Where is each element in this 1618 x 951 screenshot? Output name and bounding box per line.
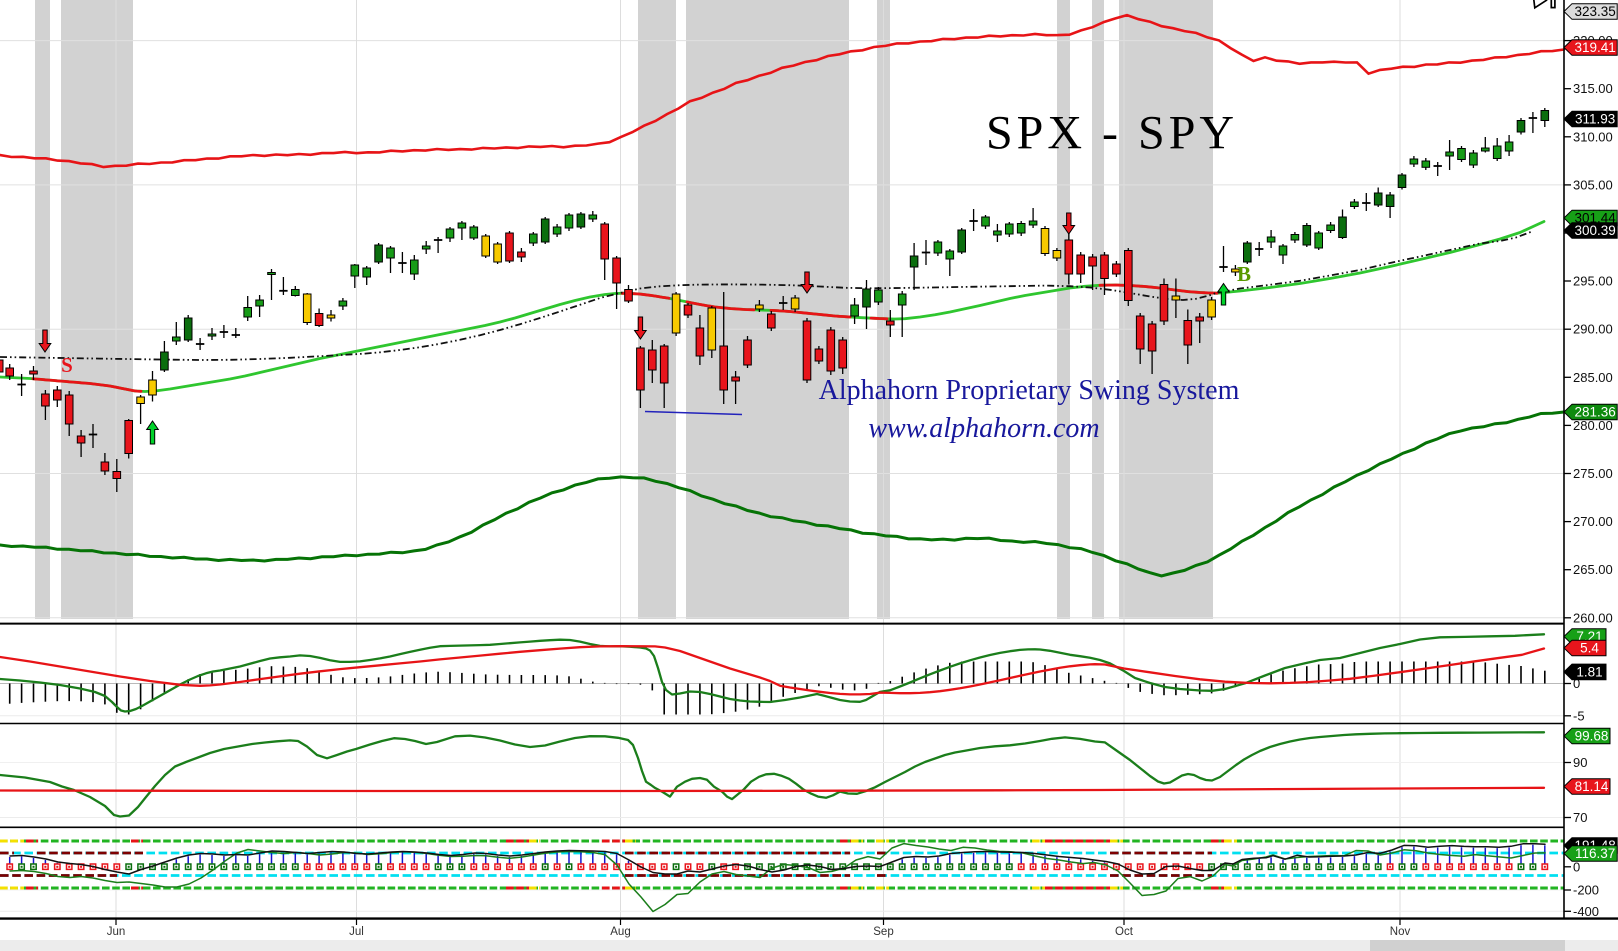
svg-text:301.44: 301.44 [1574,211,1616,226]
svg-text:S: S [61,353,73,377]
svg-text:-400: -400 [1573,904,1599,919]
svg-text:0: 0 [1573,676,1580,691]
svg-text:323.35: 323.35 [1574,4,1615,19]
svg-text:SPX - SPY: SPX - SPY [986,107,1238,160]
svg-text:Sep: Sep [873,926,893,938]
svg-text:1.81: 1.81 [1576,665,1602,680]
svg-text:5.4: 5.4 [1580,641,1599,656]
svg-text:-200: -200 [1573,883,1599,898]
svg-text:Alphahorn Proprietary Swing Sy: Alphahorn Proprietary Swing System [819,375,1240,406]
svg-text:90: 90 [1573,755,1587,770]
svg-text:265.00: 265.00 [1573,562,1613,577]
svg-text:70: 70 [1573,810,1587,825]
svg-text:116.37: 116.37 [1575,846,1615,861]
svg-text:0: 0 [1573,859,1580,874]
svg-text:281.36: 281.36 [1574,405,1615,420]
svg-text:260.00: 260.00 [1573,610,1613,625]
svg-text:275.00: 275.00 [1573,466,1613,481]
svg-text:290.00: 290.00 [1573,322,1613,337]
svg-text:305.00: 305.00 [1573,177,1613,192]
svg-text:315.00: 315.00 [1573,81,1613,96]
svg-text:310.00: 310.00 [1573,129,1613,144]
svg-text:Jul: Jul [349,926,364,938]
svg-text:www.alphahorn.com: www.alphahorn.com [868,413,1099,444]
svg-text:319.41: 319.41 [1574,40,1615,55]
svg-text:Jun: Jun [107,926,126,938]
svg-text:295.00: 295.00 [1573,274,1613,289]
svg-text:Oct: Oct [1115,926,1134,938]
svg-text:99.68: 99.68 [1575,729,1609,744]
svg-text:Nov: Nov [1390,926,1411,938]
svg-text:270.00: 270.00 [1573,514,1613,529]
svg-text:B: B [1237,262,1251,286]
svg-text:Aug: Aug [610,926,630,938]
svg-text:285.00: 285.00 [1573,370,1613,385]
svg-text:81.14: 81.14 [1575,779,1609,794]
svg-text:280.00: 280.00 [1573,418,1613,433]
svg-text:-5: -5 [1573,708,1585,723]
svg-text:311.93: 311.93 [1575,112,1615,127]
svg-text:300.39: 300.39 [1574,223,1615,238]
